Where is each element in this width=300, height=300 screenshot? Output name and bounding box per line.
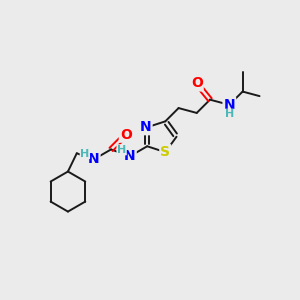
Text: N: N <box>224 98 235 112</box>
Text: H: H <box>80 148 89 159</box>
Text: O: O <box>120 128 132 142</box>
Text: S: S <box>160 145 170 159</box>
Text: H: H <box>225 109 234 119</box>
Text: O: O <box>191 76 203 91</box>
Text: H: H <box>117 145 126 155</box>
Text: N: N <box>124 149 136 163</box>
Text: N: N <box>140 120 152 134</box>
Text: N: N <box>88 152 100 167</box>
